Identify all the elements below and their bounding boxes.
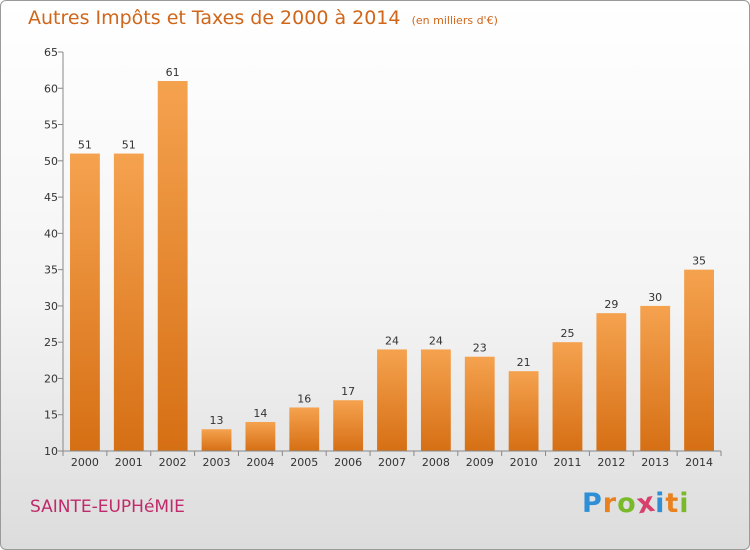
- y-tick-label: 15: [44, 409, 58, 422]
- y-tick-label: 20: [44, 372, 58, 385]
- y-tick-label: 45: [44, 191, 58, 204]
- proxiti-logo: Proxiti: [582, 487, 690, 521]
- bar-value-label: 17: [341, 385, 355, 398]
- logo-letter: t: [665, 488, 680, 519]
- logo-letter: i: [655, 488, 666, 519]
- bar-value-label: 21: [517, 356, 531, 369]
- bar-value-label: 24: [429, 334, 443, 347]
- logo-letter: P: [582, 488, 603, 519]
- bars: 51 51 61 13 14 16 17 24 24 23 21 25 29 30 35: [70, 66, 714, 451]
- bar: [552, 342, 583, 451]
- y-axis: 10 15 20 25 30 35 40 45 50 55 60 65: [44, 46, 64, 458]
- x-tick-label: 2006: [334, 456, 362, 469]
- chart-title: Autres Impôts et Taxes de 2000 à 2014: [28, 7, 401, 29]
- bar-value-label: 61: [166, 66, 180, 79]
- bar-value-label: 16: [297, 392, 311, 405]
- x-tick-label: 2010: [510, 456, 538, 469]
- bar-value-label: 51: [78, 139, 92, 152]
- bar: [333, 400, 364, 451]
- bar: [201, 429, 232, 451]
- x-tick-label: 2002: [159, 456, 187, 469]
- logo-letter: o: [617, 488, 637, 519]
- x-tick-label: 2008: [422, 456, 450, 469]
- bar-value-label: 25: [560, 327, 574, 340]
- bar-value-label: 29: [604, 298, 618, 311]
- bar: [596, 313, 627, 451]
- x-tick-label: 2012: [597, 456, 625, 469]
- bar: [377, 349, 407, 451]
- bar: [420, 349, 451, 451]
- bar-value-label: 23: [473, 342, 487, 355]
- bar: [113, 153, 144, 451]
- bar: [245, 421, 276, 451]
- bar-value-label: 51: [122, 139, 136, 152]
- x-tick-label: 2007: [378, 456, 406, 469]
- y-tick-label: 10: [44, 445, 58, 458]
- y-tick-label: 30: [44, 300, 58, 313]
- x-tick-label: 2001: [115, 456, 143, 469]
- x-tick-label: 2009: [466, 456, 494, 469]
- y-tick-label: 55: [44, 119, 58, 132]
- bar: [508, 371, 539, 451]
- bar-value-label: 14: [253, 407, 267, 420]
- y-tick-label: 40: [44, 227, 58, 240]
- x-tick-label: 2004: [246, 456, 274, 469]
- bar: [464, 356, 495, 451]
- logo-letter: r: [602, 488, 618, 519]
- bar-value-label: 30: [648, 291, 662, 304]
- x-tick-label: 2000: [71, 456, 99, 469]
- bar: [640, 305, 671, 451]
- commune-name: SAINTE-EUPHéMIE: [30, 497, 185, 517]
- bar: [70, 153, 100, 451]
- bar-value-label: 13: [210, 414, 224, 427]
- chart-title-row: Autres Impôts et Taxes de 2000 à 2014 (e…: [28, 7, 498, 29]
- bar: [157, 81, 188, 451]
- x-tick-label: 2014: [685, 456, 713, 469]
- y-tick-label: 50: [44, 155, 58, 168]
- y-tick-label: 35: [44, 264, 58, 277]
- bar: [684, 269, 714, 451]
- logo-letter: i: [679, 488, 690, 519]
- chart-unit-label: (en milliers d'€): [411, 14, 498, 27]
- x-axis: 2000 2001 2002 2003 2004 2005 2006 2007 2008 2009…: [62, 450, 722, 469]
- bar-value-label: 35: [692, 255, 706, 268]
- bar: [289, 407, 320, 451]
- x-tick-label: 2011: [553, 456, 581, 469]
- y-tick-label: 60: [44, 82, 58, 95]
- x-tick-label: 2005: [290, 456, 318, 469]
- y-tick-label: 25: [44, 336, 58, 349]
- x-tick-label: 2013: [641, 456, 669, 469]
- y-tick-label: 65: [44, 46, 58, 59]
- x-tick-label: 2003: [203, 456, 231, 469]
- bar-value-label: 24: [385, 334, 399, 347]
